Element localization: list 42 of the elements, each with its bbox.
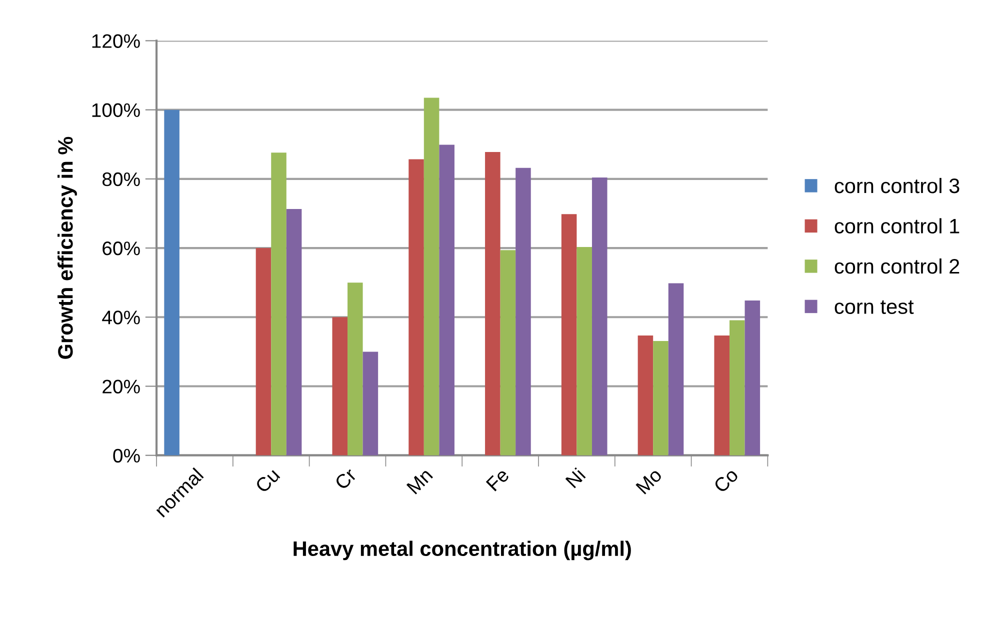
y-tick-label: 60% bbox=[102, 242, 140, 256]
bar bbox=[729, 320, 745, 456]
legend-label: corn control 3 bbox=[834, 178, 960, 194]
bar bbox=[516, 168, 531, 456]
bar bbox=[500, 250, 516, 456]
x-tick-label: Cu bbox=[254, 468, 280, 494]
bar bbox=[332, 317, 348, 456]
x-tick-label: Mo bbox=[636, 468, 663, 495]
y-tick-label: 40% bbox=[102, 310, 140, 324]
legend-label: corn control 1 bbox=[834, 218, 960, 234]
bar bbox=[485, 152, 500, 456]
bar bbox=[744, 300, 760, 456]
bar bbox=[164, 110, 180, 456]
bar bbox=[362, 352, 378, 456]
y-tick-label: 20% bbox=[102, 380, 140, 394]
x-tick-label: Cr bbox=[334, 467, 358, 490]
y-tick-label: 80% bbox=[102, 172, 140, 186]
bar bbox=[348, 282, 363, 456]
x-axis-title: Heavy metal concentration (µg/ml) bbox=[294, 540, 631, 560]
y-tick-label: 0% bbox=[113, 448, 140, 463]
x-tick-label: Mn bbox=[406, 468, 433, 494]
x-tick-label: Fe bbox=[486, 468, 510, 492]
bar bbox=[592, 178, 608, 456]
bar bbox=[638, 335, 654, 456]
bar bbox=[424, 98, 440, 456]
bar bbox=[439, 144, 454, 456]
bar bbox=[561, 214, 577, 456]
bar bbox=[408, 159, 424, 456]
y-axis-title: Growth efficiency in % bbox=[58, 136, 77, 359]
legend-label: corn control 2 bbox=[834, 258, 960, 274]
y-tick-label: 120% bbox=[92, 34, 140, 48]
bar bbox=[286, 208, 302, 456]
bar bbox=[668, 283, 684, 456]
bar bbox=[271, 152, 286, 456]
x-tick-label: Co bbox=[712, 467, 740, 494]
x-tick-label: Ni bbox=[564, 467, 586, 488]
legend-label: corn test bbox=[834, 300, 914, 314]
bar bbox=[714, 335, 730, 456]
y-tick-label: 100% bbox=[92, 103, 140, 118]
bar bbox=[256, 248, 272, 456]
bar bbox=[653, 340, 668, 456]
bar bbox=[576, 246, 592, 456]
